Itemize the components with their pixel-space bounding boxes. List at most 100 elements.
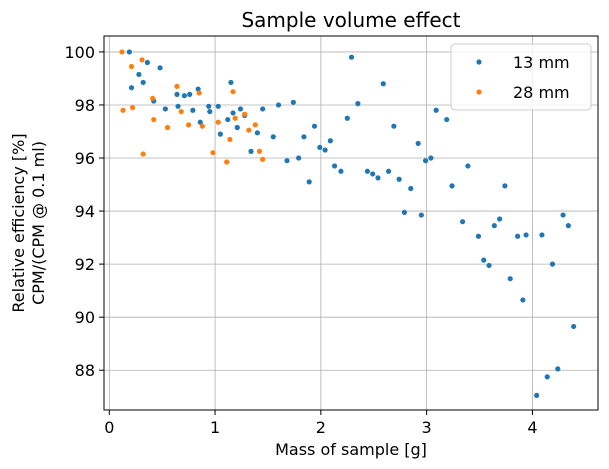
data-point-series-1 [415, 140, 421, 147]
x-tick-label: 0 [104, 418, 114, 437]
y-axis-label-line-2: CPM/(CPM @ 0.1 ml) [29, 141, 48, 305]
chart-title: Sample volume effect [241, 8, 460, 32]
data-point-series-1 [338, 168, 344, 174]
data-point-series-1 [544, 374, 550, 380]
data-point-series-1 [181, 93, 187, 99]
data-point-series-2 [227, 136, 233, 143]
data-point-series-1 [322, 147, 328, 153]
data-point-series-1 [217, 131, 223, 137]
data-point-series-2 [178, 108, 184, 115]
data-point-series-2 [210, 150, 216, 156]
data-point-series-1 [187, 91, 193, 97]
data-point-series-2 [224, 159, 230, 165]
data-point-series-2 [119, 49, 125, 55]
data-point-series-1 [549, 261, 556, 267]
y-tick-label: 100 [64, 43, 95, 62]
data-point-series-1 [348, 54, 355, 60]
data-point-series-1 [520, 297, 526, 303]
data-point-series-1 [555, 366, 561, 372]
data-point-series-1 [128, 85, 135, 91]
data-point-series-1 [195, 86, 201, 92]
data-point-series-1 [385, 168, 392, 174]
data-point-series-1 [560, 212, 566, 218]
data-point-series-1 [162, 106, 168, 112]
x-tick-label: 4 [527, 418, 537, 437]
data-point-series-1 [459, 219, 466, 225]
data-point-series-2 [246, 127, 252, 133]
data-point-series-1 [197, 119, 203, 125]
data-point-series-1 [207, 108, 213, 115]
data-point-series-2 [230, 89, 236, 95]
data-point-series-1 [136, 71, 142, 78]
x-tick-label: 2 [316, 418, 326, 437]
data-point-series-1 [565, 223, 571, 229]
y-axis-label-line-1: Relative efficiency [%] [9, 133, 28, 312]
data-point-series-1 [433, 107, 439, 113]
data-point-series-1 [230, 110, 236, 116]
data-point-series-1 [228, 79, 234, 86]
data-point-series-1 [444, 116, 450, 123]
data-point-series-2 [120, 107, 126, 113]
data-point-series-1 [380, 81, 386, 87]
legend-box [450, 43, 592, 111]
data-point-series-1 [327, 138, 333, 144]
y-tick-label: 94 [75, 202, 95, 221]
data-point-series-1 [126, 49, 132, 55]
plot-area-frame [103, 35, 599, 411]
y-tick-label: 96 [75, 149, 95, 168]
data-point-series-2 [260, 156, 266, 162]
data-point-series-1 [344, 115, 350, 121]
legend-label: 13 mm [513, 53, 570, 72]
data-point-series-2 [150, 95, 156, 101]
data-point-series-1 [311, 123, 318, 129]
data-point-series-1 [571, 323, 577, 330]
data-point-series-2 [164, 124, 171, 131]
legend-marker [476, 89, 482, 95]
data-point-series-1 [306, 179, 312, 185]
data-point-series-1 [408, 185, 414, 192]
data-point-series-1 [401, 209, 408, 215]
axis-ticks: 0 1 2 3 4 88 90 92 94 96 98 100 [64, 43, 537, 437]
data-point-series-1 [370, 171, 376, 177]
data-point-series-1 [275, 102, 282, 108]
legend-marker [476, 59, 482, 65]
data-point-series-1 [428, 155, 434, 161]
data-point-series-1 [497, 216, 503, 222]
data-point-series-1 [290, 99, 296, 105]
data-point-series-1 [270, 134, 276, 140]
data-point-series-2 [128, 63, 135, 70]
data-point-series-1 [144, 59, 150, 66]
y-tick-label: 92 [75, 255, 95, 274]
y-tick-label: 90 [75, 308, 95, 327]
data-point-series-1 [215, 103, 221, 109]
data-point-series-1 [515, 233, 521, 239]
data-point-series-1 [332, 163, 338, 169]
data-point-series-1 [507, 276, 513, 282]
data-point-series-1 [317, 144, 323, 151]
data-point-series-1 [174, 91, 180, 97]
data-point-series-1 [391, 123, 397, 129]
data-point-series-1 [523, 232, 529, 238]
legend-label: 28 mm [513, 83, 570, 102]
data-point-series-1 [364, 168, 370, 174]
data-point-series-2 [256, 148, 263, 154]
data-point-series-1 [396, 176, 402, 182]
data-point-series-1 [225, 116, 231, 123]
data-point-series-1 [449, 183, 455, 189]
x-tick-label: 3 [422, 418, 432, 437]
data-point-series-2 [199, 123, 205, 129]
data-point-series-1 [254, 130, 260, 136]
data-point-series-2 [174, 83, 180, 89]
data-point-series-1 [248, 148, 254, 154]
data-point-series-2 [252, 122, 258, 128]
data-point-series-1 [237, 106, 244, 112]
data-point-series-2 [242, 111, 248, 117]
data-point-series-1 [475, 233, 482, 239]
data-point-series-1 [140, 79, 146, 86]
data-point-series-1 [486, 262, 492, 269]
data-point-series-2 [186, 122, 192, 128]
data-point-series-1 [206, 103, 212, 109]
data-point-series-1 [491, 223, 497, 229]
data-point-series-2 [129, 105, 136, 111]
